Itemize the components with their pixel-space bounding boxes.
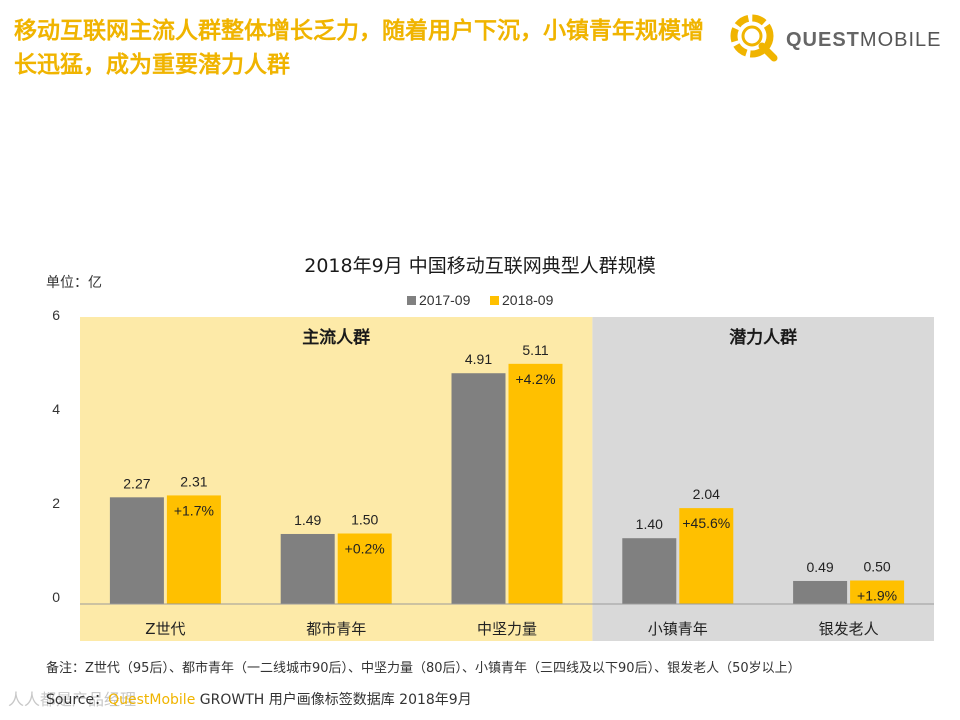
legend-swatch-2017: [407, 296, 416, 305]
source-line: Source：QuestMobile GROWTH 用户画像标签数据库 2018…: [46, 689, 472, 709]
brand-mobile: MOBILE: [859, 29, 942, 51]
slide-title: 移动互联网主流人群整体增长乏力，随着用户下沉，小镇青年规模增长迅猛，成为重要潜力…: [14, 18, 704, 78]
y-tick-label: 2: [52, 495, 60, 511]
source-rest: GROWTH 用户画像标签数据库 2018年9月: [195, 692, 472, 708]
brand-name: QUESTMOBILE: [786, 29, 941, 52]
bar-2017: [793, 580, 848, 604]
value-label-2018: 5.11: [522, 342, 548, 358]
group-label-1: 潜力人群: [729, 327, 797, 347]
value-label-2018: 2.31: [180, 473, 207, 489]
value-label-2017: 0.49: [806, 559, 833, 575]
y-tick-label: 0: [52, 589, 60, 605]
unit-label: 单位：亿: [46, 275, 102, 291]
growth-label: +45.6%: [682, 515, 730, 531]
bar-2018: [337, 533, 392, 604]
bar-2017: [451, 373, 506, 604]
x-tick-label: Z世代: [145, 620, 185, 638]
chart-title: 2018年9月 中国移动互联网典型人群规模: [304, 255, 655, 277]
bar-2017: [280, 533, 335, 604]
bar-2017: [622, 538, 677, 604]
group-label-0: 主流人群: [302, 327, 370, 347]
bar-2017: [109, 497, 164, 604]
bar-2018: [679, 508, 734, 604]
group-band-0: [80, 317, 593, 641]
y-axis: 0 2 4 6: [52, 307, 60, 605]
legend-swatch-2018: [490, 296, 499, 305]
bar-2018: [850, 580, 905, 604]
bar-2018: [166, 495, 221, 604]
bar-2018: [508, 363, 563, 604]
x-axis: Z世代 都市青年 中坚力量 小镇青年 银发老人: [145, 620, 878, 638]
x-tick-label: 银发老人: [819, 620, 879, 638]
questmobile-logo-icon: [730, 14, 778, 62]
source-brand: QuestMobile: [108, 692, 196, 708]
x-tick-label: 都市青年: [306, 620, 366, 638]
value-label-2017: 1.49: [294, 512, 321, 528]
footnote: 备注：Z世代（95后）、都市青年（一二线城市90后）、中坚力量（80后）、小镇青…: [46, 661, 801, 676]
growth-label: +1.9%: [857, 588, 897, 604]
value-label-2017: 1.40: [636, 516, 663, 532]
growth-label: +0.2%: [345, 541, 385, 557]
population-bar-chart: 2018年9月 中国移动互联网典型人群规模 单位：亿 2017-09 2018-…: [46, 255, 934, 641]
legend-label-2018: 2018-09: [502, 292, 554, 308]
legend-label-2017: 2017-09: [419, 292, 471, 308]
value-label-2018: 2.04: [693, 486, 720, 502]
brand-logo: QUESTMOBILE: [728, 10, 950, 68]
growth-label: +1.7%: [174, 502, 214, 518]
legend: 2017-09 2018-09: [407, 292, 554, 308]
y-tick-label: 6: [52, 307, 60, 323]
brand-quest: QUEST: [786, 29, 860, 51]
x-tick-label: 小镇青年: [648, 620, 708, 638]
y-tick-label: 4: [52, 401, 60, 417]
watermark: 人人都是产品经理: [8, 690, 137, 709]
x-tick-label: 中坚力量: [477, 620, 537, 638]
value-label-2017: 2.27: [123, 475, 150, 491]
source-prefix: Source：: [46, 692, 109, 708]
value-label-2018: 0.50: [863, 559, 890, 575]
value-label-2017: 4.91: [465, 351, 492, 367]
growth-label: +4.2%: [515, 371, 555, 387]
value-label-2018: 1.50: [351, 512, 378, 528]
